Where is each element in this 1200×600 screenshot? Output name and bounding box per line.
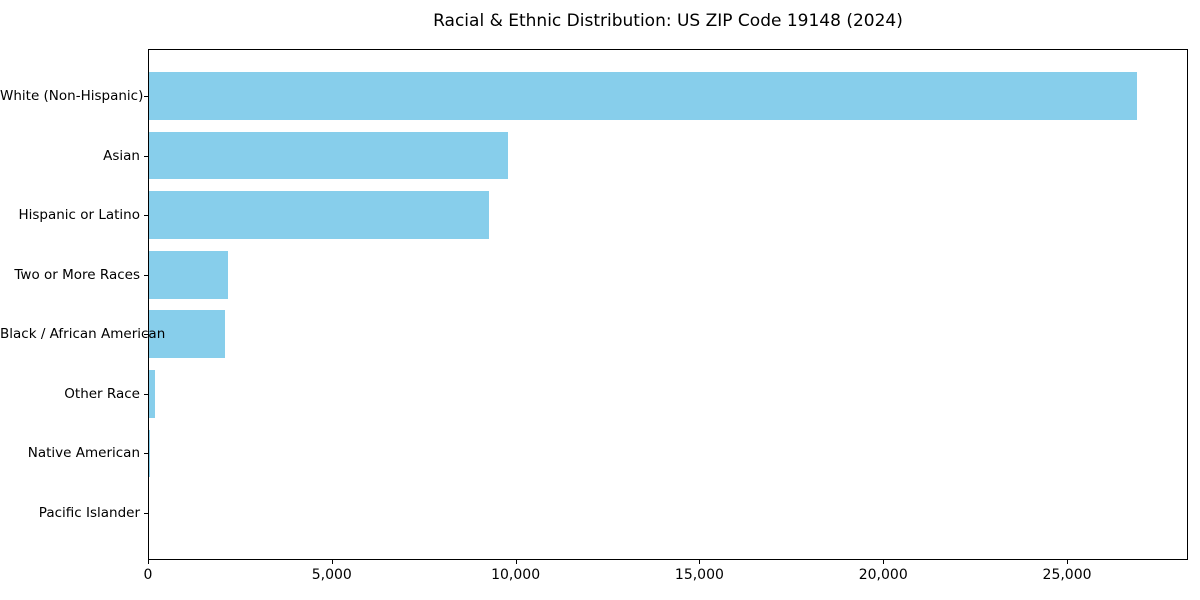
y-tick-mark [144,512,148,514]
y-tick-mark [144,215,148,217]
bar-white-non-hispanic [149,72,1137,120]
x-tick-label: 20,000 [858,567,908,583]
x-tick-label: 15,000 [674,567,724,583]
x-tick-mark [699,560,701,564]
y-axis-label: Asian [103,147,140,164]
x-tick-mark [148,560,149,564]
y-tick-mark [144,155,148,157]
y-tick-mark [144,453,148,455]
y-axis-label: Other Race [64,385,140,402]
bar-other-race [149,370,156,418]
x-tick-label: 25,000 [1042,567,1092,583]
y-axis-label: Pacific Islander [38,504,140,521]
x-tick-mark [1067,560,1069,564]
y-axis-label: Black / African American [0,326,166,343]
bar-two-or-more-races [149,250,228,299]
plot-area [148,49,1188,560]
bar-asian [149,131,508,180]
y-axis-label: Two or More Races [14,266,140,283]
y-axis-label: White (Non-Hispanic) [0,88,144,105]
bar-hispanic-or-latino [149,191,489,239]
y-tick-mark [144,96,148,98]
x-tick-mark [331,560,333,564]
y-tick-mark [144,274,148,276]
x-tick-mark [883,560,885,564]
x-tick-label: 0 [143,567,153,583]
y-axis-label: Native American [27,445,140,462]
y-tick-mark [144,334,148,336]
x-tick-label: 10,000 [491,567,541,583]
bar-black-african-american [149,310,225,359]
y-axis-label: Hispanic or Latino [18,207,140,224]
y-tick-mark [144,393,148,395]
chart-title: Racial & Ethnic Distribution: US ZIP Cod… [433,11,903,31]
x-tick-mark [515,560,517,564]
x-tick-label: 5,000 [311,567,352,583]
